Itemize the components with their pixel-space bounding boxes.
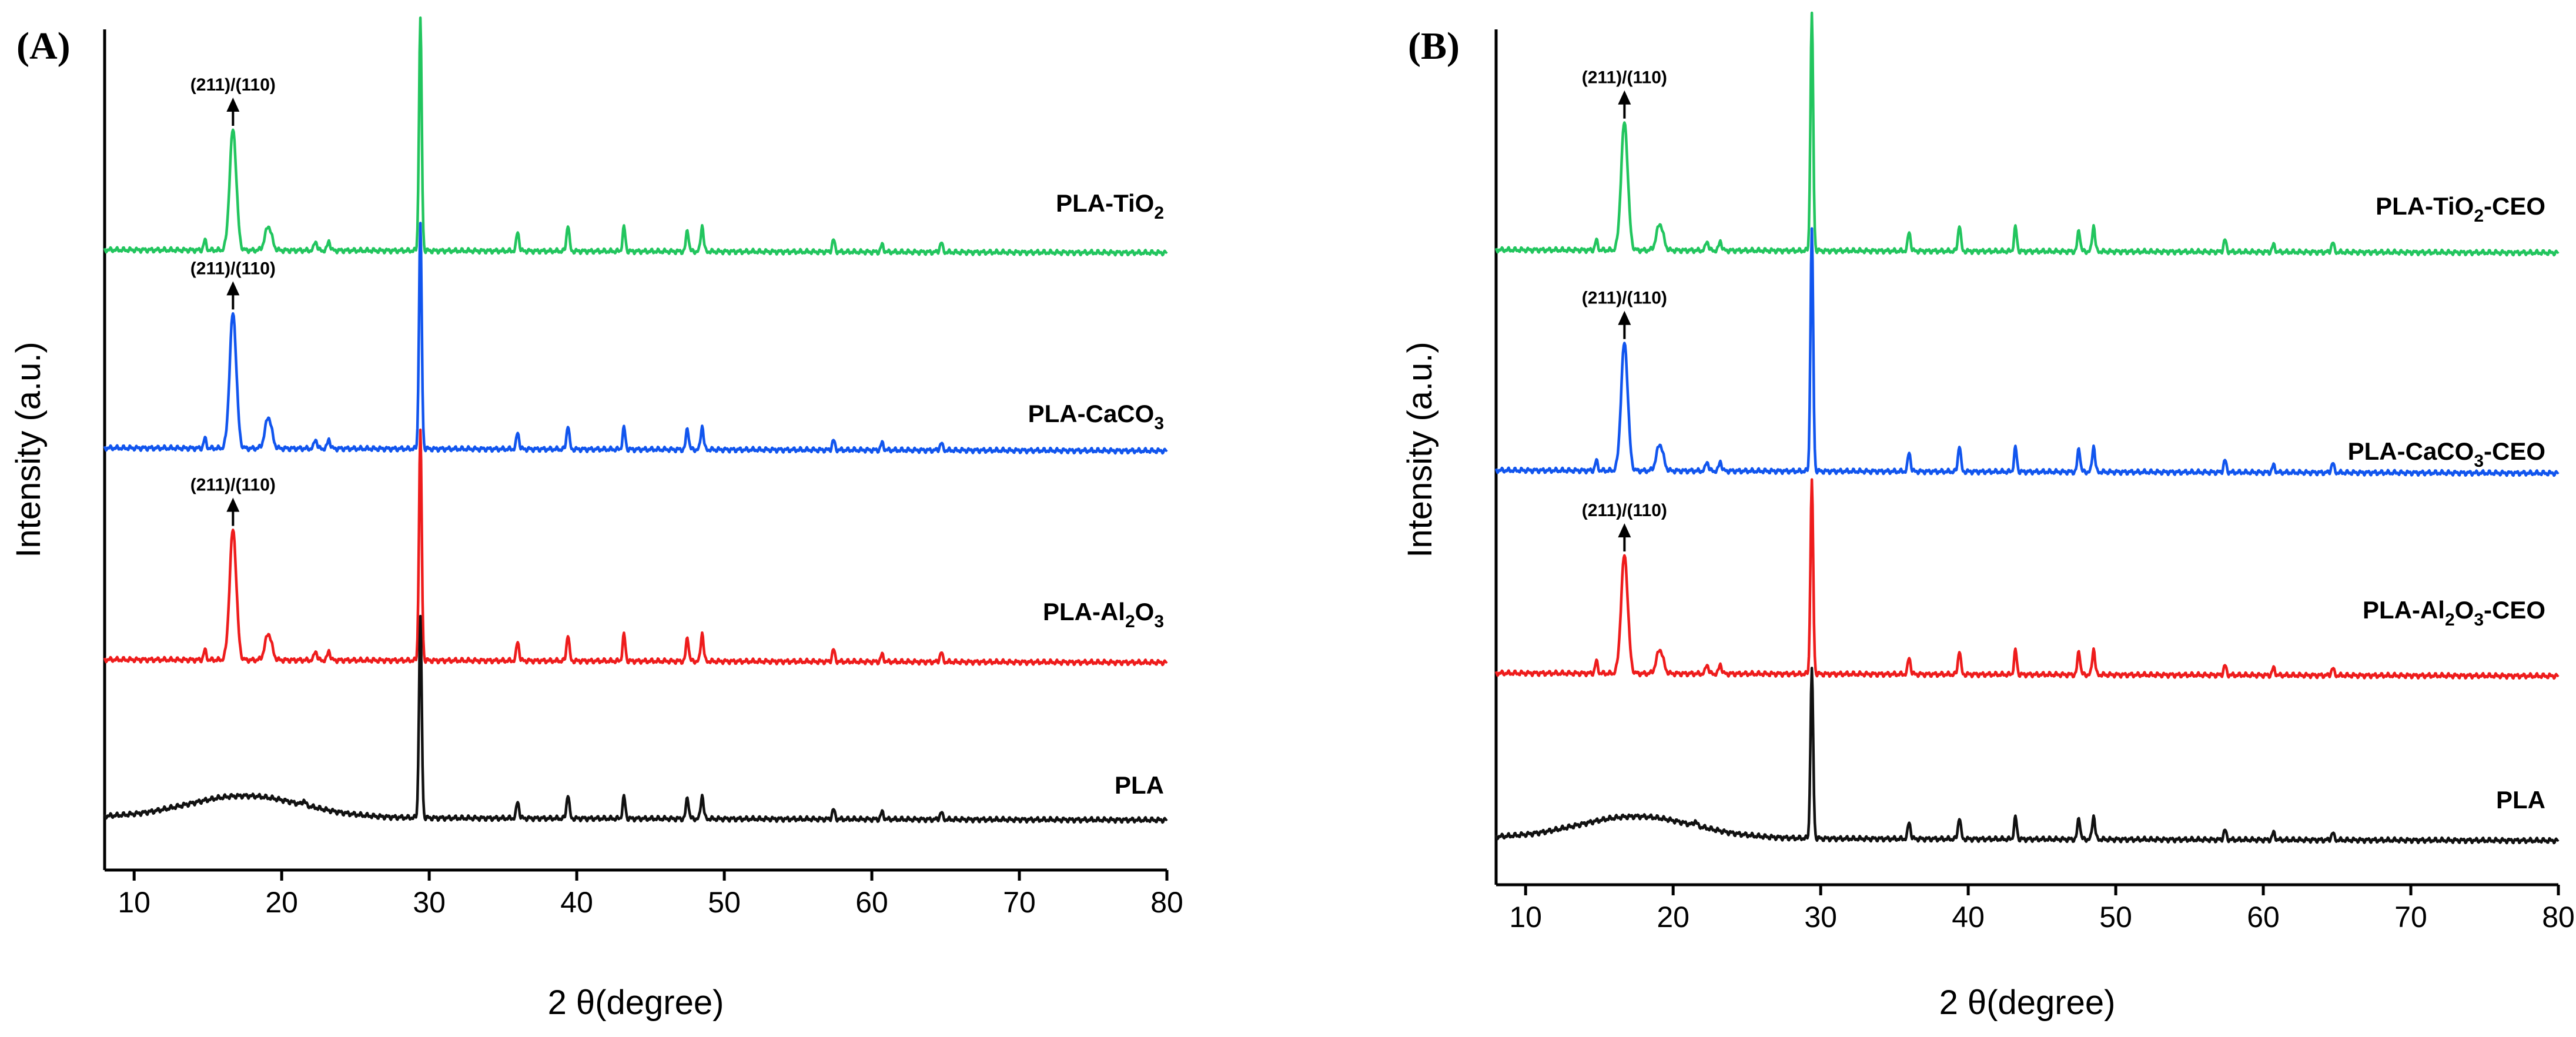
- series-label-pla: PLA: [2496, 786, 2545, 814]
- series-line-pla-tio2: [103, 16, 1168, 257]
- panel-a: (A) 10 20 30 40 50 60 70 80 2 θ(degree) Intensity …: [9, 16, 1183, 1022]
- x-tick-label: 10: [118, 886, 150, 919]
- panel-label: (A): [16, 25, 71, 68]
- x-tick-label: 30: [413, 886, 446, 919]
- x-tick-label: 80: [2542, 901, 2575, 934]
- x-axis-title: 2 θ(degree): [548, 984, 724, 1022]
- x-tick-label: 20: [1657, 901, 1690, 934]
- y-axis-title: Intensity (a.u.): [1401, 342, 1439, 557]
- peak-arrow-head: [1618, 90, 1631, 105]
- series-label-pla-caco3: PLA-CaCO3: [1028, 400, 1164, 433]
- x-tick-label: 10: [1509, 901, 1542, 934]
- peak-annotation: (211)/(110): [190, 259, 276, 278]
- series-line-pla: [1494, 667, 2560, 845]
- peak-arrow-head: [1618, 310, 1631, 325]
- x-tick-label: 20: [265, 886, 298, 919]
- series-label-pla-tio2: PLA-TiO2: [1056, 189, 1164, 223]
- peak-annotation: (211)/(110): [1582, 68, 1667, 88]
- series-line-pla-tio2-ceo: [1494, 11, 2560, 257]
- x-tick-label: 60: [855, 886, 888, 919]
- peak-annotation: (211)/(110): [190, 476, 276, 495]
- x-tick-label: 70: [2394, 901, 2427, 934]
- series-line-pla: [103, 614, 1168, 824]
- peak-arrow-head: [226, 98, 240, 112]
- peak-arrow-head: [226, 281, 240, 296]
- series-label-pla-caco3-ceo: PLA-CaCO3-CEO: [2348, 437, 2545, 471]
- series-line-pla-al2o3-ceo: [1494, 478, 2560, 680]
- x-tick-label: 40: [560, 886, 593, 919]
- panel-b: (B) 10 20 30 40 50 60 70 80 2 θ(degree) Intensity …: [1401, 11, 2575, 1022]
- series-line-pla-caco3-ceo: [1494, 227, 2560, 477]
- panel-label: (B): [1408, 25, 1460, 68]
- x-tick-label: 30: [1804, 901, 1837, 934]
- x-tick-label: 50: [708, 886, 741, 919]
- series-line-pla-caco3: [103, 222, 1168, 455]
- series-label-pla-al2o3-ceo: PLA-Al2O3-CEO: [2363, 596, 2545, 630]
- series-label-pla: PLA: [1115, 771, 1164, 799]
- x-axis-title: 2 θ(degree): [1939, 984, 2116, 1022]
- series-line-pla-al2o3: [103, 429, 1168, 667]
- x-tick-label: 40: [1952, 901, 1985, 934]
- x-tick-label: 50: [2099, 901, 2132, 934]
- series-label-pla-al2o3: PLA-Al2O3: [1043, 598, 1164, 631]
- x-tick-label: 70: [1003, 886, 1036, 919]
- y-axis-title: Intensity (a.u.): [9, 342, 48, 557]
- peak-arrow-head: [226, 497, 240, 512]
- peak-annotation: (211)/(110): [190, 75, 276, 95]
- peak-arrow-head: [1618, 523, 1631, 538]
- peak-annotation: (211)/(110): [1582, 501, 1667, 520]
- series-label-pla-tio2-ceo: PLA-TiO2-CEO: [2376, 192, 2545, 226]
- peak-annotation: (211)/(110): [1582, 289, 1667, 308]
- x-tick-label: 60: [2247, 901, 2280, 934]
- x-tick-label: 80: [1150, 886, 1183, 919]
